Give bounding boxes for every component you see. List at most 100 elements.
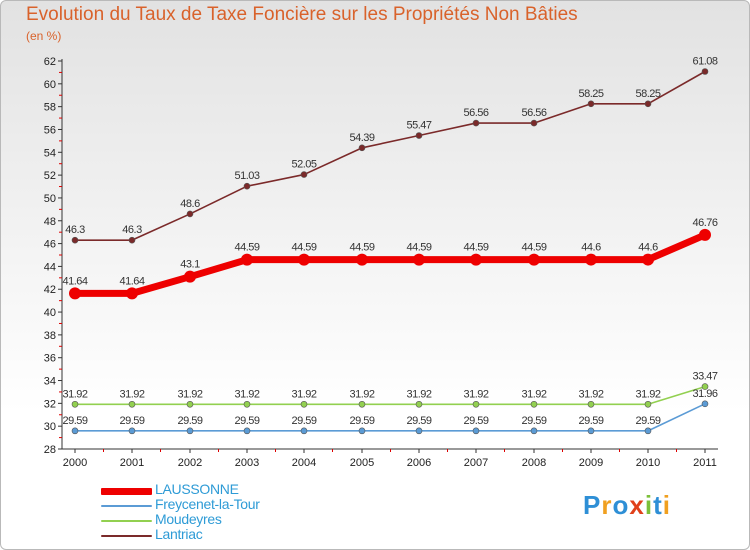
data-label: 29.59 xyxy=(406,415,431,427)
data-point xyxy=(415,400,423,408)
y-tick-label: 38 xyxy=(44,330,56,342)
data-point xyxy=(530,427,538,435)
logo-letter: t xyxy=(653,490,663,520)
data-point xyxy=(186,427,194,435)
data-label: 44.59 xyxy=(349,242,374,254)
data-label: 58.25 xyxy=(578,88,603,100)
data-point xyxy=(701,400,709,408)
data-label: 56.56 xyxy=(463,107,488,119)
data-label: 43.1 xyxy=(180,259,200,271)
data-point xyxy=(587,400,595,408)
data-label: 31.92 xyxy=(406,388,431,400)
y-tick-label: 40 xyxy=(44,307,56,319)
data-label: 29.59 xyxy=(119,415,144,427)
data-point xyxy=(71,427,79,435)
data-point xyxy=(300,171,308,178)
data-label: 46.76 xyxy=(692,217,717,229)
x-tick-label: 2002 xyxy=(178,457,202,469)
data-point xyxy=(413,253,425,266)
x-tick-label: 2004 xyxy=(292,457,316,469)
data-point xyxy=(644,427,652,435)
data-label: 44.59 xyxy=(463,242,488,254)
legend-swatch-moudeyres xyxy=(101,520,152,522)
data-point xyxy=(241,253,253,266)
data-point xyxy=(128,236,136,244)
data-label: 31.92 xyxy=(119,388,144,400)
data-point xyxy=(470,253,482,266)
data-point xyxy=(243,182,251,190)
data-point xyxy=(356,253,368,266)
data-label: 41.64 xyxy=(62,275,87,287)
series-line-moudeyres xyxy=(74,385,706,406)
data-label: 29.59 xyxy=(578,415,603,427)
data-point xyxy=(642,253,654,266)
logo-letter: i xyxy=(662,490,671,520)
data-point xyxy=(128,427,136,435)
data-label: 46.3 xyxy=(65,224,85,236)
y-tick-label: 56 xyxy=(44,124,56,136)
data-point xyxy=(644,400,652,408)
data-label: 29.59 xyxy=(234,415,259,427)
series-line-lantriac xyxy=(74,70,706,241)
logo-letter: i xyxy=(644,490,654,520)
data-point xyxy=(300,427,308,435)
data-point xyxy=(358,144,366,152)
y-tick-label: 54 xyxy=(44,147,56,159)
x-tick-label: 2009 xyxy=(579,457,603,469)
data-label: 29.59 xyxy=(635,415,660,427)
logo-letter: o xyxy=(612,490,630,520)
x-tick-label: 2003 xyxy=(235,457,259,469)
data-label: 46.3 xyxy=(122,224,142,236)
data-point xyxy=(415,132,423,139)
y-tick-label: 62 xyxy=(44,56,56,68)
chart-data-labels: 46.3 46.3 48.6 51.03 52.05 54.39 55.47 56.56 56.… xyxy=(62,55,718,427)
data-point xyxy=(186,400,194,408)
data-label: 44.59 xyxy=(521,242,546,254)
data-point xyxy=(71,400,79,408)
series-line-laussonne xyxy=(71,231,709,297)
data-point xyxy=(587,100,595,108)
y-tick-label: 30 xyxy=(44,421,56,433)
legend-swatch-laussonne xyxy=(101,488,152,495)
x-tick-label: 2010 xyxy=(636,457,660,469)
data-label: 31.92 xyxy=(62,388,87,400)
data-point xyxy=(699,228,711,241)
data-point xyxy=(184,270,196,283)
data-label: 31.92 xyxy=(463,388,488,400)
data-point xyxy=(300,400,308,408)
proxiti-logo: Proxiti xyxy=(583,490,671,521)
data-label: 52.05 xyxy=(291,159,316,171)
data-label: 51.03 xyxy=(234,170,259,182)
data-label: 44.59 xyxy=(234,242,259,254)
x-tick-label: 2001 xyxy=(120,457,144,469)
data-label: 31.92 xyxy=(349,388,374,400)
data-label: 44.6 xyxy=(581,242,601,254)
data-point xyxy=(472,119,480,127)
data-point xyxy=(69,287,81,300)
data-label: 29.59 xyxy=(349,415,374,427)
data-label: 31.92 xyxy=(177,388,202,400)
data-label: 31.96 xyxy=(692,388,717,400)
data-label: 31.92 xyxy=(521,388,546,400)
unit-label: (en %) xyxy=(26,29,62,43)
legend-swatch-freycenet xyxy=(101,505,152,507)
data-point xyxy=(701,68,709,75)
data-point xyxy=(298,253,310,266)
legend-label-laussonne: LAUSSONNE xyxy=(155,481,239,497)
legend-label-lantriac: Lantriac xyxy=(155,526,203,542)
data-label: 44.59 xyxy=(406,242,431,254)
data-label: 31.92 xyxy=(234,388,259,400)
y-tick-label: 50 xyxy=(44,193,56,205)
y-tick-label: 48 xyxy=(44,216,56,228)
data-point xyxy=(126,287,138,300)
data-point xyxy=(587,427,595,435)
chart-axes: 28 30 32 34 36 38 40 42 44 46 48 50 52 54 56 58 60 62 2000… xyxy=(44,56,718,469)
data-label: 29.59 xyxy=(62,415,87,427)
x-tick-label: 2000 xyxy=(63,457,87,469)
logo-letter: x xyxy=(629,490,645,520)
y-tick-label: 58 xyxy=(44,102,56,114)
chart-title: Evolution du Taux de Taxe Foncière sur l… xyxy=(26,4,578,25)
y-tick-label: 28 xyxy=(44,444,56,456)
